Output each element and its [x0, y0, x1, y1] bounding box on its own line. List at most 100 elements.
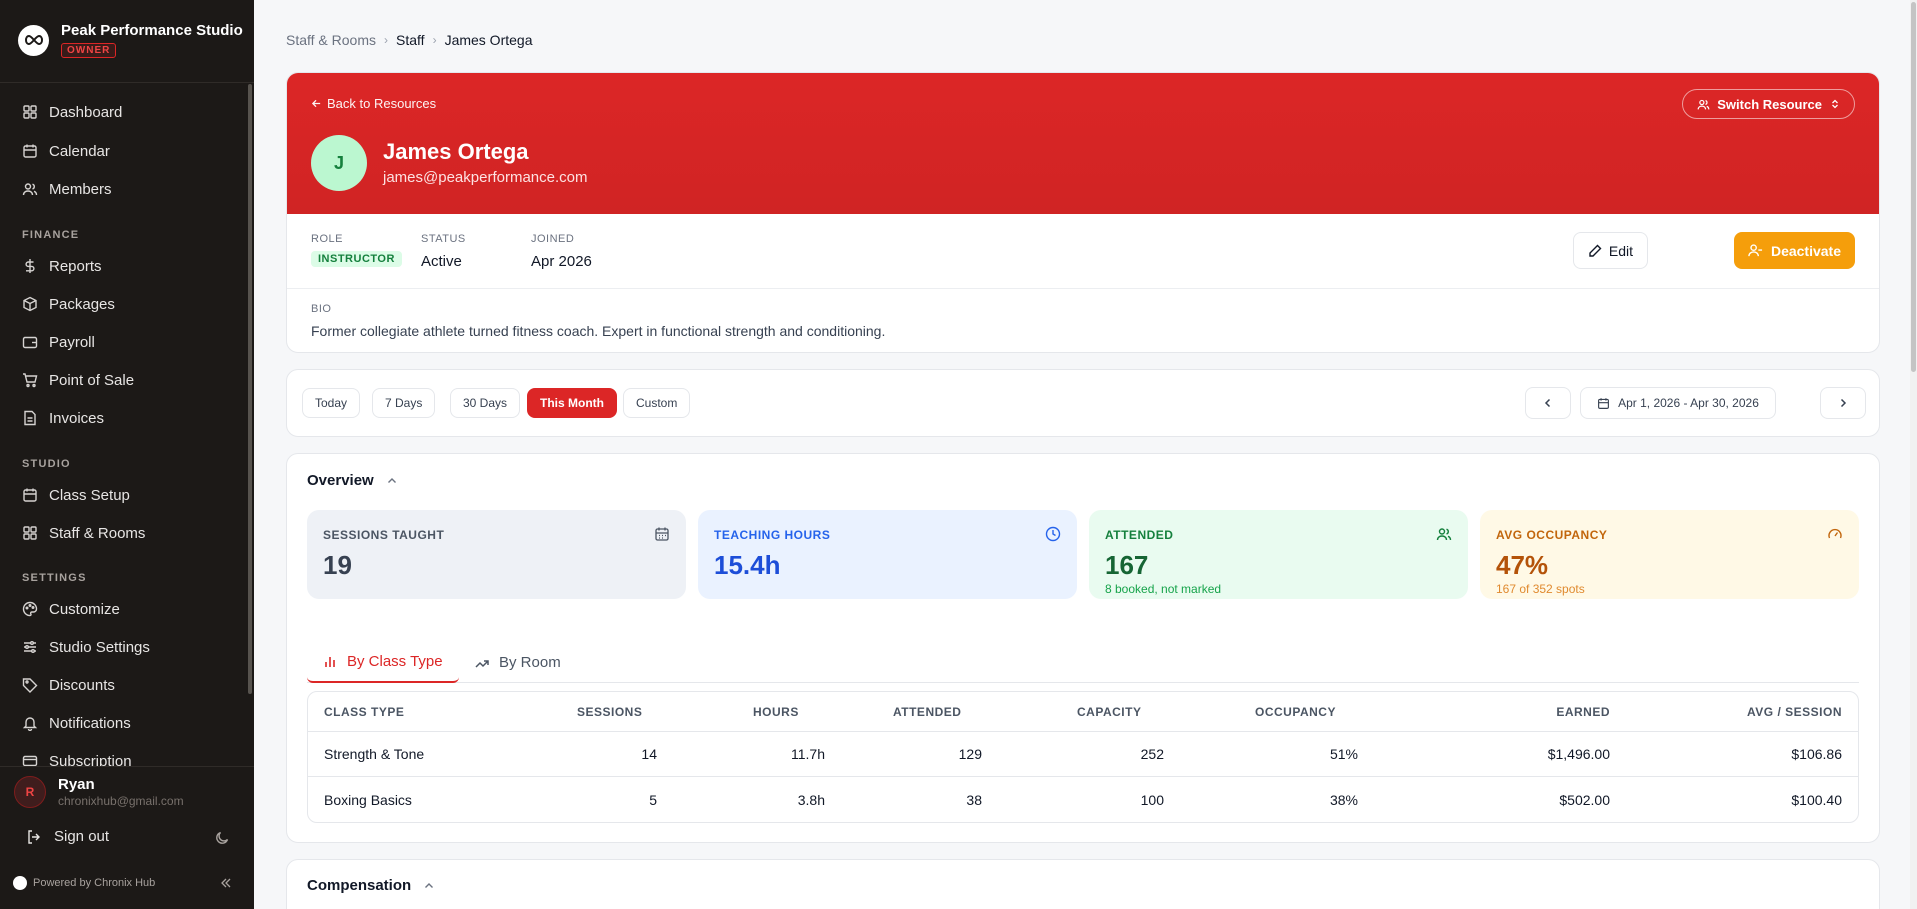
stat-attended: ATTENDED 167 8 booked, not marked [1089, 510, 1468, 599]
sidebar-item-class-setup[interactable]: Class Setup [22, 484, 130, 506]
tab-by-room[interactable]: By Room [459, 642, 577, 683]
sidebar-item-label: Reports [49, 257, 102, 275]
staff-avatar: J [311, 135, 367, 191]
range-7-days-button[interactable]: 7 Days [372, 388, 436, 418]
column-sessions[interactable]: SESSIONS [577, 704, 643, 719]
column-attended[interactable]: ATTENDED [893, 704, 962, 719]
role-badge: INSTRUCTOR [311, 251, 402, 267]
stat-value: 47% [1496, 550, 1549, 580]
range-this-month-button[interactable]: This Month [527, 388, 617, 418]
sidebar-item-discounts[interactable]: Discounts [22, 674, 115, 696]
sidebar-item-label: Discounts [49, 676, 115, 694]
sidebar-item-notifications[interactable]: Notifications [22, 712, 131, 734]
sidebar-item-point-of-sale[interactable]: Point of Sale [22, 369, 134, 391]
next-period-button[interactable] [1820, 387, 1866, 419]
sidebar-divider [0, 82, 254, 83]
breakdown-tabs: By Class Type By Room [307, 642, 1859, 683]
range-today-button[interactable]: Today [302, 388, 361, 418]
sidebar-item-payroll[interactable]: Payroll [22, 331, 95, 353]
stat-sub: 8 booked, not marked [1105, 582, 1222, 596]
stat-label: ATTENDED [1105, 528, 1174, 542]
package-icon [23, 296, 37, 312]
main-scrollbar[interactable] [1911, 2, 1916, 372]
stat-value: 15.4h [714, 550, 781, 580]
breadcrumb-staff-rooms[interactable]: Staff & Rooms [286, 32, 377, 48]
column-occupancy[interactable]: OCCUPANCY [1255, 704, 1336, 719]
trending-up-icon [475, 659, 489, 668]
breadcrumb-staff[interactable]: Staff [396, 32, 425, 48]
tab-by-class-type[interactable]: By Class Type [307, 642, 459, 683]
chevron-right-icon [1840, 398, 1847, 408]
chevron-up-icon [387, 477, 396, 483]
calendar-icon [23, 144, 37, 158]
breadcrumb: Staff & Rooms › Staff › James Ortega [286, 32, 533, 48]
brand[interactable]: Peak Performance Studio OWNER [18, 22, 243, 58]
column-hours[interactable]: HOURS [753, 704, 799, 719]
cell-class-type: Boxing Basics [324, 791, 412, 808]
tag-icon [22, 678, 38, 693]
switch-resource-button[interactable]: Switch Resource [1682, 89, 1855, 119]
stat-teaching-hours: TEACHING HOURS 15.4h [698, 510, 1077, 599]
wallet-icon [22, 336, 38, 349]
table-row[interactable]: Boxing Basics 5 3.8h 38 100 38% $502.00 … [308, 777, 1858, 822]
sign-out-button[interactable]: Sign out [26, 828, 109, 845]
column-class-type[interactable]: CLASS TYPE [324, 704, 405, 719]
stat-sub: 167 of 352 spots [1496, 582, 1585, 596]
sidebar-item-members[interactable]: Members [22, 178, 112, 200]
sidebar-item-dashboard[interactable]: Dashboard [22, 101, 122, 123]
sidebar-scrollbar[interactable] [248, 84, 252, 694]
sidebar-item-label: Customize [49, 600, 120, 618]
breadcrumb-current: James Ortega [444, 32, 533, 48]
cell-occupancy: 51% [1329, 746, 1358, 762]
powered-by[interactable]: Powered by Chronix Hub [13, 876, 155, 890]
edit-button[interactable]: Edit [1572, 232, 1648, 269]
stat-value: 19 [323, 550, 352, 580]
user-name: Ryan [58, 776, 95, 793]
sidebar-item-calendar[interactable]: Calendar [22, 140, 110, 162]
table-row[interactable]: Strength & Tone 14 11.7h 129 252 51% $1,… [308, 732, 1858, 777]
bar-chart-icon [325, 656, 335, 667]
bio-label: BIO [311, 303, 332, 315]
range-custom-button[interactable]: Custom [623, 388, 691, 418]
cell-sessions: 14 [641, 746, 657, 762]
role-label: ROLE [311, 233, 343, 245]
sidebar-item-studio-settings[interactable]: Studio Settings [22, 636, 150, 658]
sidebar-item-reports[interactable]: Reports [22, 255, 102, 277]
sidebar-item-label: Invoices [49, 409, 105, 427]
calendar-icon [655, 527, 669, 541]
moon-icon[interactable] [214, 830, 230, 846]
compensation-toggle[interactable]: Compensation [307, 877, 435, 894]
sidebar-item-customize[interactable]: Customize [22, 598, 120, 620]
column-capacity[interactable]: CAPACITY [1077, 704, 1142, 719]
collapse-sidebar-icon[interactable] [220, 877, 232, 889]
powered-by-label: Powered by Chronix Hub [33, 877, 156, 889]
back-to-resources-link[interactable]: Back to Resources [311, 96, 436, 111]
range-30-days-button[interactable]: 30 Days [450, 388, 521, 418]
sidebar-item-staff-rooms[interactable]: Staff & Rooms [22, 522, 145, 544]
sidebar-item-label: Calendar [49, 142, 110, 160]
tab-label: By Room [499, 654, 561, 671]
sidebar-item-label: Packages [49, 295, 115, 313]
sidebar-section-settings: SETTINGS [22, 572, 87, 584]
column-avg-session[interactable]: AVG / SESSION [1747, 704, 1842, 719]
user-email: chronixhub@gmail.com [58, 794, 184, 808]
profile-card: Back to Resources Switch Resource J Jame… [286, 72, 1880, 353]
sidebar-item-subscription[interactable]: Subscription [22, 750, 132, 766]
table-header: CLASS TYPE SESSIONS HOURS ATTENDED CAPAC… [308, 692, 1858, 732]
cell-hours: 11.7h [791, 746, 825, 762]
sidebar-item-invoices[interactable]: Invoices [22, 407, 104, 429]
user-avatar[interactable]: R [14, 776, 46, 808]
sidebar-item-label: Notifications [49, 714, 131, 732]
sidebar-item-packages[interactable]: Packages [22, 293, 115, 315]
back-label: Back to Resources [327, 96, 437, 111]
chevron-right-icon: › [432, 33, 437, 47]
sidebar-item-label: Subscription [49, 752, 132, 767]
date-range-picker[interactable]: Apr 1, 2026 - Apr 30, 2026 [1580, 387, 1776, 419]
column-earned[interactable]: EARNED [1556, 704, 1610, 719]
cell-attended: 129 [958, 746, 982, 762]
previous-period-button[interactable] [1525, 387, 1571, 419]
overview-toggle[interactable]: Overview [307, 472, 398, 489]
cell-earned: $502.00 [1559, 791, 1610, 808]
deactivate-button[interactable]: Deactivate [1733, 232, 1855, 269]
chronix-logo-icon [13, 876, 27, 890]
